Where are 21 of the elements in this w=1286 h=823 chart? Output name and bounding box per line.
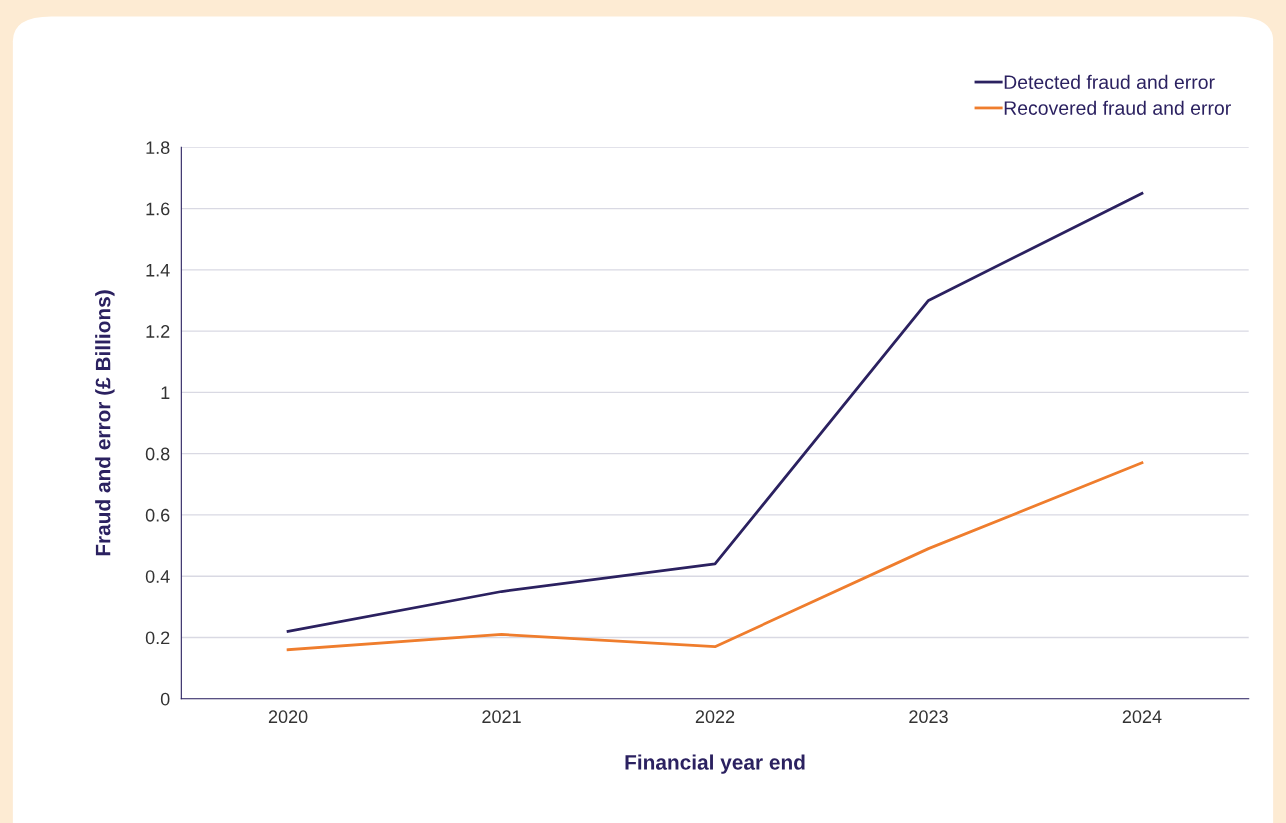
y-tick-label: 0.6	[145, 508, 170, 522]
y-tick-label: 1.4	[146, 263, 170, 277]
x-tick-label: 2021	[482, 710, 521, 724]
y-axis-title: Fraud and error (£ Billions)	[95, 290, 115, 556]
legend-label: Recovered fraud and error	[1004, 100, 1231, 115]
x-tick-label: 2022	[695, 710, 735, 724]
y-tick-label: 0.2	[145, 631, 170, 645]
line-series	[286, 461, 1144, 652]
y-tick-label: 0.4	[145, 570, 170, 583]
x-tick-label: 2020	[268, 710, 308, 724]
x-tick-label: 2024	[1122, 710, 1162, 724]
y-tick-label: 0.8	[145, 447, 170, 461]
x-tick-label: 2023	[909, 710, 948, 724]
y-tick-label: 1	[161, 386, 170, 399]
y-tick-label: 1.8	[146, 141, 170, 155]
y-tick-label: 1.6	[146, 202, 170, 216]
legend-label: Detected fraud and error	[1004, 74, 1215, 90]
y-tick-label: 1.2	[146, 325, 170, 338]
x-axis-title: Financial year end	[625, 754, 805, 774]
line-series	[286, 191, 1144, 633]
y-tick-label: 0	[160, 692, 170, 706]
